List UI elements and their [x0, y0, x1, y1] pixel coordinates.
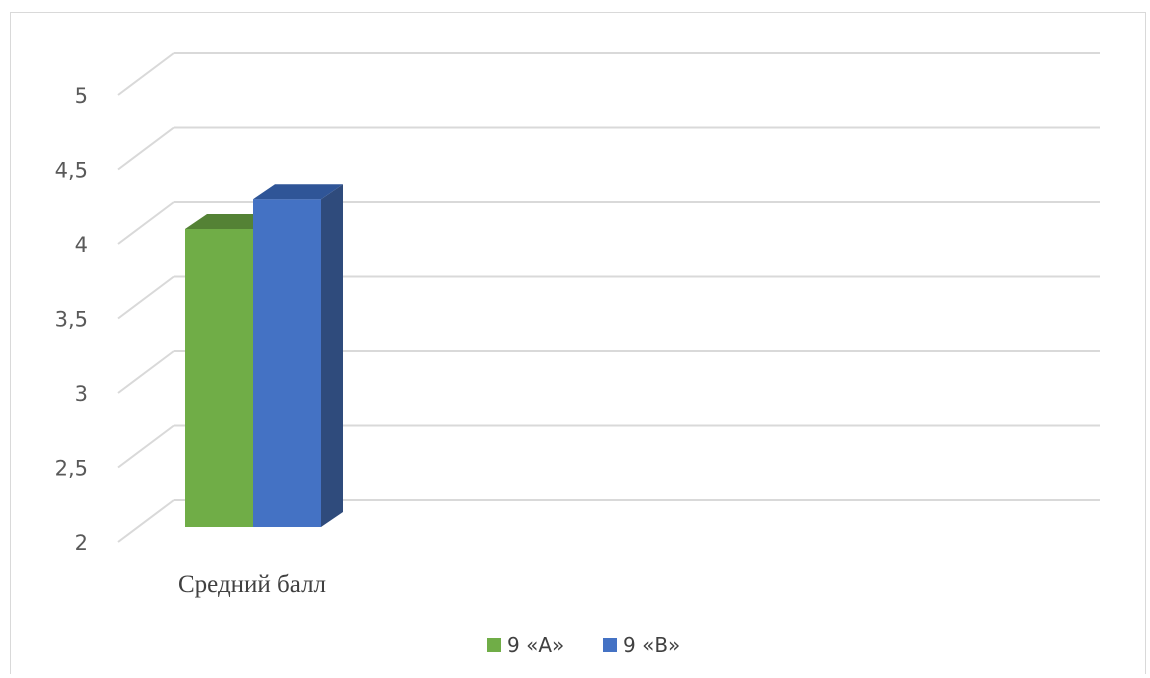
gridline-diagonal	[117, 350, 175, 394]
y-axis-ticks: 2 2,5 3 3,5 4 4,5 5	[55, 84, 88, 555]
y-tick-label: 3	[75, 382, 88, 406]
bar-front-2	[253, 199, 321, 527]
gridline-diagonal	[117, 126, 175, 171]
y-tick-label: 5	[75, 84, 88, 108]
y-tick-label: 2,5	[55, 457, 88, 481]
gridline-diagonal	[117, 424, 175, 469]
y-tick-label: 4,5	[55, 159, 88, 183]
bar-top-1	[185, 214, 275, 229]
bar-front-1	[185, 229, 253, 527]
legend-label-2: 9 «В»	[623, 633, 680, 657]
gridline-diagonal	[117, 201, 175, 245]
bar-top-2	[253, 184, 343, 200]
y-tick-label: 4	[75, 233, 88, 257]
legend: 9 «А» 9 «В»	[487, 633, 680, 657]
gridline-diagonal	[117, 499, 175, 543]
y-tick-label: 3,5	[55, 308, 88, 332]
legend-label-1: 9 «А»	[507, 633, 564, 657]
legend-swatch-1	[487, 638, 501, 652]
gridline-diagonal	[117, 52, 175, 96]
y-tick-label: 2	[75, 531, 88, 555]
bars	[185, 184, 343, 527]
x-axis-categories: Средний балл	[178, 571, 326, 598]
bar-side-2	[321, 184, 343, 527]
gridline-diagonal	[117, 275, 175, 320]
legend-swatch-2	[603, 638, 617, 652]
category-label: Средний балл	[178, 571, 326, 598]
